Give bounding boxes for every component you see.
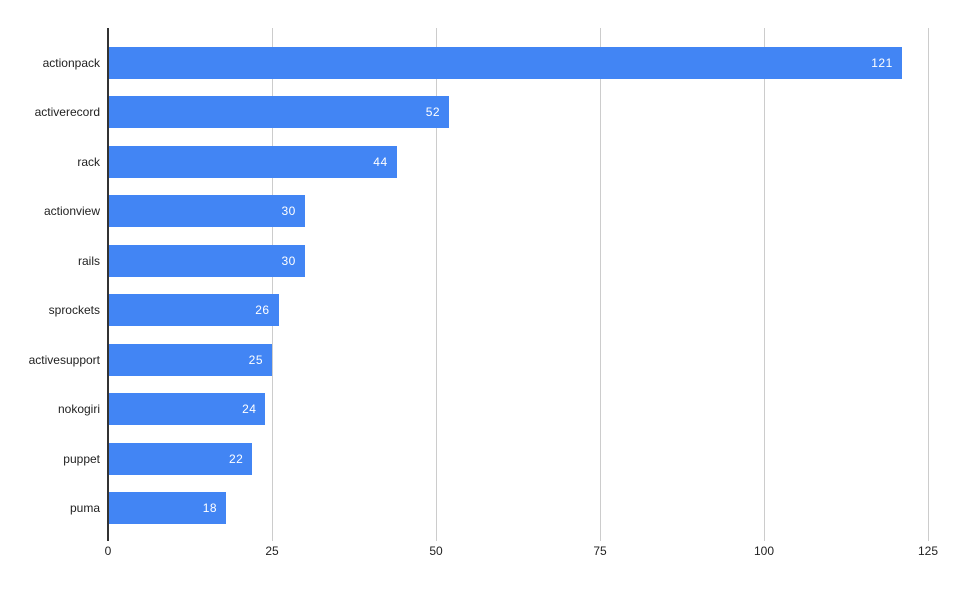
plot-area: 121 52 44 30 30 26 25 24 22 18 xyxy=(107,28,929,541)
bar-actionpack[interactable]: 121 xyxy=(108,47,902,79)
bar-rails[interactable]: 30 xyxy=(108,244,305,277)
y-axis-baseline xyxy=(107,28,109,541)
bar-value-label: 121 xyxy=(871,56,893,70)
gridline xyxy=(928,28,929,541)
gridline xyxy=(272,28,273,541)
x-tick-label: 0 xyxy=(104,544,112,558)
bar-puma[interactable]: 18 xyxy=(108,491,227,524)
bar-value-label: 22 xyxy=(228,451,244,466)
category-label: rails xyxy=(77,253,100,268)
bar-value-label: 25 xyxy=(248,352,263,367)
gridline xyxy=(600,28,601,541)
x-tick-label: 50 xyxy=(429,544,443,558)
x-tick-label: 75 xyxy=(593,544,607,558)
bar-puppet[interactable]: 22 xyxy=(108,442,253,475)
bar-sprockets[interactable]: 26 xyxy=(108,294,279,327)
category-label: activerecord xyxy=(34,105,100,120)
x-tick-label: 125 xyxy=(917,544,939,558)
category-label: puppet xyxy=(63,451,100,466)
category-label: actionview xyxy=(43,204,100,219)
bar-nokogiri[interactable]: 24 xyxy=(108,393,266,426)
bar-actionview[interactable]: 30 xyxy=(108,195,305,228)
bar-value-label: 30 xyxy=(281,253,296,268)
bar-activerecord[interactable]: 52 xyxy=(108,96,450,129)
category-label: nokogiri xyxy=(57,402,100,417)
bar-value-label: 52 xyxy=(425,105,441,120)
category-label: actionpack xyxy=(42,56,100,70)
gridline xyxy=(764,28,765,541)
x-tick-label: 25 xyxy=(265,544,279,558)
x-tick-label: 100 xyxy=(753,544,775,558)
bar-rack[interactable]: 44 xyxy=(108,145,397,178)
category-label: rack xyxy=(77,154,100,169)
bar-value-label: 24 xyxy=(242,402,257,417)
bar-activesupport[interactable]: 25 xyxy=(108,343,272,376)
bar-value-label: 18 xyxy=(202,500,218,515)
bar-value-label: 26 xyxy=(255,303,270,318)
gridline xyxy=(436,28,437,541)
category-label: puma xyxy=(69,500,100,515)
bar-value-label: 44 xyxy=(373,154,388,169)
bar-value-label: 30 xyxy=(281,204,296,219)
category-label: activesupport xyxy=(28,352,100,367)
category-label: sprockets xyxy=(48,303,100,318)
